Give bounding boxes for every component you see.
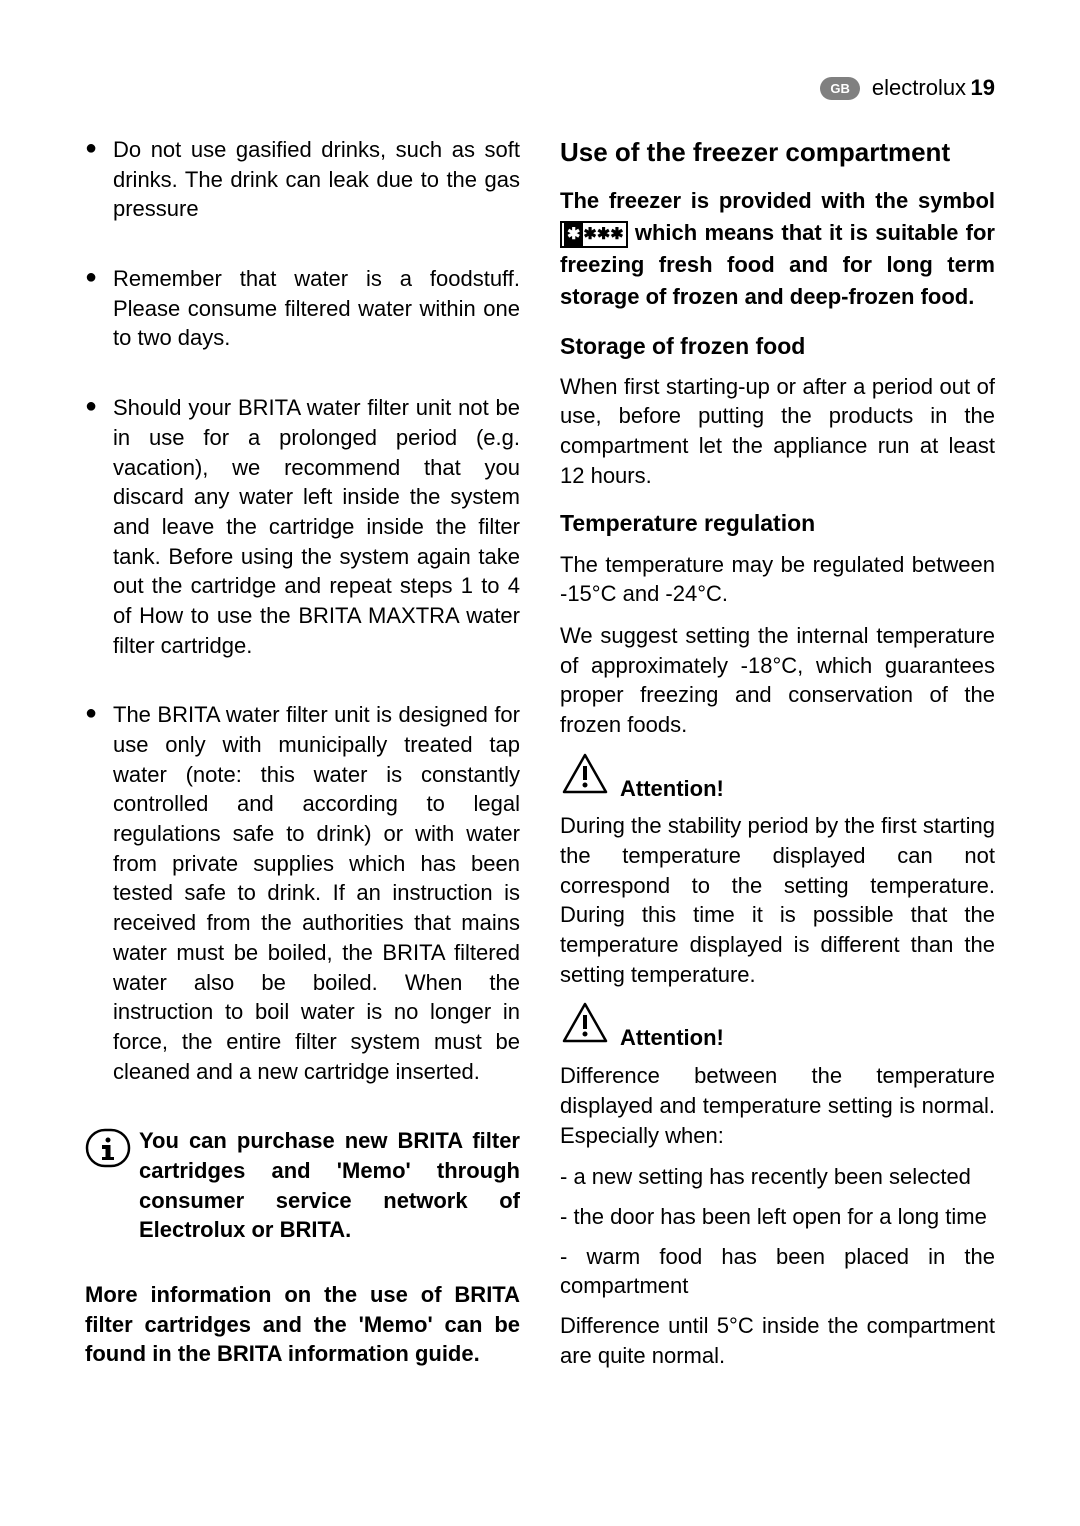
info-text: You can purchase new BRITA filter cartri… xyxy=(139,1126,520,1245)
page-number: 19 xyxy=(971,75,995,100)
brand-label: electrolux 19 xyxy=(872,75,995,101)
attention-paragraph: During the stability period by the first… xyxy=(560,811,995,989)
temp-paragraph-1: The temperature may be regulated between… xyxy=(560,550,995,609)
intro-before: The freezer is provided with the symbol xyxy=(560,188,995,213)
info-block: You can purchase new BRITA filter cartri… xyxy=(85,1126,520,1245)
bullet-item: ● Should your BRITA water filter unit no… xyxy=(85,393,520,660)
bullet-text: Remember that water is a foodstuff. Plea… xyxy=(113,264,520,353)
more-info-text: More information on the use of BRITA fil… xyxy=(85,1280,520,1369)
brand-text: electrolux xyxy=(872,75,966,100)
final-paragraph: Difference until 5°C inside the compartm… xyxy=(560,1311,995,1370)
left-column: ● Do not use gasified drinks, such as so… xyxy=(85,135,520,1382)
bullet-text: The BRITA water filter unit is designed … xyxy=(113,700,520,1086)
subsection-heading: Temperature regulation xyxy=(560,508,995,539)
bullet-icon: ● xyxy=(85,393,113,660)
freezer-intro: The freezer is provided with the symbol … xyxy=(560,185,995,313)
dash-item: - the door has been left open for a long… xyxy=(560,1202,995,1232)
attention-label: Attention! xyxy=(620,774,724,804)
bullet-icon: ● xyxy=(85,264,113,353)
subsection-heading: Storage of frozen food xyxy=(560,331,995,362)
bullet-text: Should your BRITA water filter unit not … xyxy=(113,393,520,660)
bullet-text: Do not use gasified drinks, such as soft… xyxy=(113,135,520,224)
freezer-rating-symbol: ✱✱✱✱ xyxy=(560,221,628,248)
warning-icon xyxy=(560,1001,610,1053)
storage-paragraph: When first starting-up or after a period… xyxy=(560,372,995,491)
attention-block: Attention! xyxy=(560,1001,995,1053)
section-heading: Use of the freezer compartment xyxy=(560,135,995,170)
page-content: ● Do not use gasified drinks, such as so… xyxy=(85,135,995,1382)
bullet-icon: ● xyxy=(85,135,113,224)
warning-icon xyxy=(560,752,610,804)
bullet-item: ● Remember that water is a foodstuff. Pl… xyxy=(85,264,520,353)
dash-item: - warm food has been placed in the compa… xyxy=(560,1242,995,1301)
page-header: GB electrolux 19 xyxy=(820,75,995,101)
right-column: Use of the freezer compartment The freez… xyxy=(560,135,995,1382)
temp-paragraph-2: We suggest setting the internal temperat… xyxy=(560,621,995,740)
attention-block: Attention! xyxy=(560,752,995,804)
bullet-item: ● The BRITA water filter unit is designe… xyxy=(85,700,520,1086)
country-badge: GB xyxy=(820,77,860,100)
attention-paragraph: Difference between the temperature displ… xyxy=(560,1061,995,1150)
dash-item: - a new setting has recently been select… xyxy=(560,1162,995,1192)
attention-label: Attention! xyxy=(620,1023,724,1053)
bullet-icon: ● xyxy=(85,700,113,1086)
info-icon xyxy=(85,1128,131,1176)
bullet-item: ● Do not use gasified drinks, such as so… xyxy=(85,135,520,224)
